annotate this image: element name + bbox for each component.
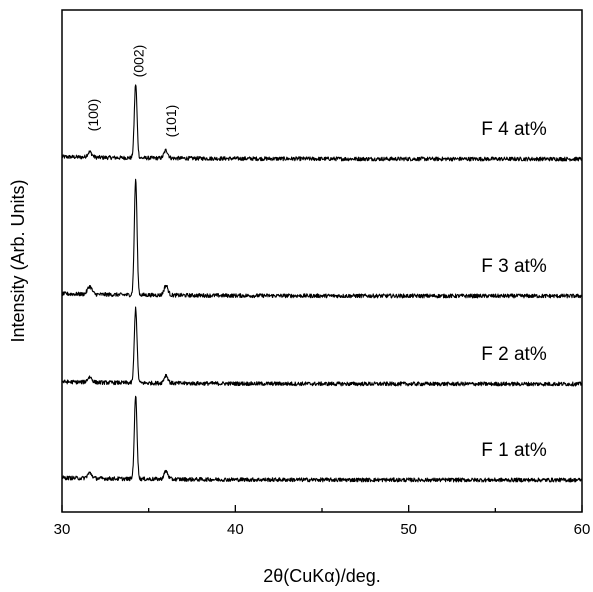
- x-tick-label: 60: [574, 521, 591, 538]
- series-line: [61, 306, 583, 387]
- peak-label: (100): [85, 99, 101, 132]
- peak-labels: (100) (002) (101): [85, 45, 179, 138]
- series-line: [61, 178, 583, 299]
- traces: [61, 84, 583, 483]
- peak-label: (101): [163, 105, 179, 138]
- peak-label: (002): [130, 45, 146, 78]
- x-tick-label: 30: [54, 521, 71, 538]
- x-ticks: 30 40 50 60: [54, 505, 591, 538]
- series-label: F 3 at%: [481, 256, 547, 277]
- series-label: F 1 at%: [481, 440, 547, 461]
- x-tick-label: 40: [227, 521, 244, 538]
- series-label: F 2 at%: [481, 344, 547, 365]
- series-line: [61, 84, 583, 162]
- x-tick-label: 50: [400, 521, 417, 538]
- x-axis-title: 2θ(CuKα)/deg.: [263, 566, 380, 586]
- series-line: [61, 395, 583, 483]
- series-labels: F 4 at% F 3 at% F 2 at% F 1 at%: [481, 119, 547, 461]
- y-axis-title: Intensity (Arb. Units): [8, 179, 28, 342]
- series-label: F 4 at%: [481, 119, 547, 140]
